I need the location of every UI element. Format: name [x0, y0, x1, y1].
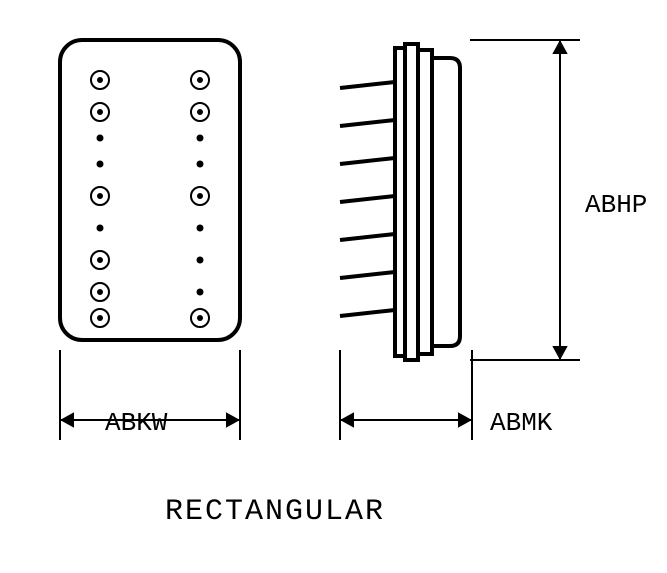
diagram-canvas — [0, 0, 667, 573]
dim-label-abmk: ABMK — [490, 408, 552, 438]
dim-label-abhp: ABHP — [585, 190, 647, 220]
dim-label-abkw: ABKW — [105, 408, 167, 438]
title-label: RECTANGULAR — [165, 495, 385, 529]
